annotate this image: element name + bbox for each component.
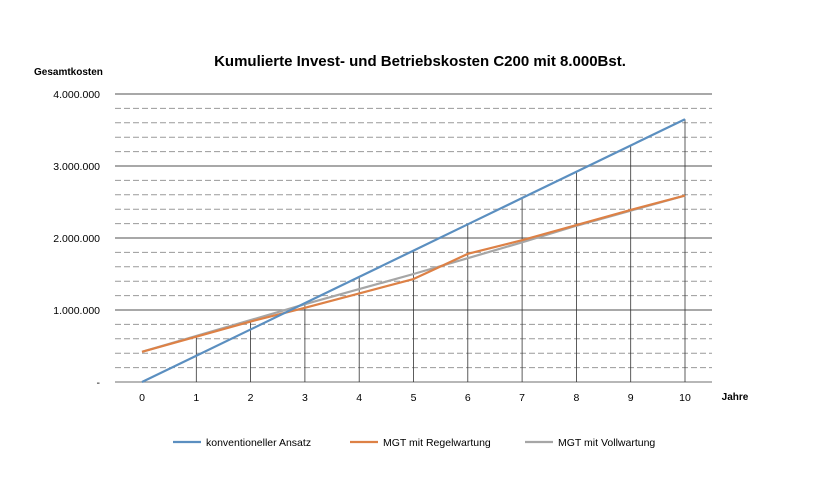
y-tick-labels: - 1.000.000 2.000.000 3.000.000 4.000.000 bbox=[53, 89, 100, 389]
x-tick-label: 4 bbox=[356, 392, 362, 404]
legend-label: MGT mit Regelwartung bbox=[383, 437, 491, 449]
x-tick-label: 10 bbox=[679, 392, 691, 404]
x-tick-label: 0 bbox=[139, 392, 145, 404]
x-tick-labels: 0 1 2 3 4 5 6 7 8 9 10 bbox=[139, 392, 691, 404]
series-line-1 bbox=[141, 118, 686, 383]
y-tick-label: 2.000.000 bbox=[53, 233, 100, 245]
data-series bbox=[141, 118, 686, 383]
legend: konventioneller Ansatz MGT mit Regelwartu… bbox=[173, 437, 655, 449]
x-tick-label: 2 bbox=[248, 392, 254, 404]
x-axis-title: Jahre bbox=[722, 392, 749, 403]
drop-lines bbox=[195, 119, 686, 382]
legend-label: MGT mit Vollwartung bbox=[558, 437, 655, 449]
x-tick-label: 6 bbox=[465, 392, 471, 404]
y-tick-label: 4.000.000 bbox=[53, 89, 100, 101]
x-tick-label: 5 bbox=[411, 392, 417, 404]
x-tick-label: 9 bbox=[628, 392, 634, 404]
x-tick-label: 7 bbox=[519, 392, 525, 404]
legend-label: konventioneller Ansatz bbox=[206, 437, 311, 449]
y-axis-title: Gesamtkosten bbox=[34, 67, 103, 78]
chart-title: Kumulierte Invest- und Betriebskosten C2… bbox=[214, 53, 626, 70]
x-tick-label: 8 bbox=[573, 392, 579, 404]
x-tick-label: 1 bbox=[193, 392, 199, 404]
y-tick-label: - bbox=[97, 377, 101, 389]
series-line-2 bbox=[141, 194, 686, 353]
y-tick-label: 1.000.000 bbox=[53, 305, 100, 317]
x-tick-label: 3 bbox=[302, 392, 308, 404]
y-tick-label: 3.000.000 bbox=[53, 161, 100, 173]
